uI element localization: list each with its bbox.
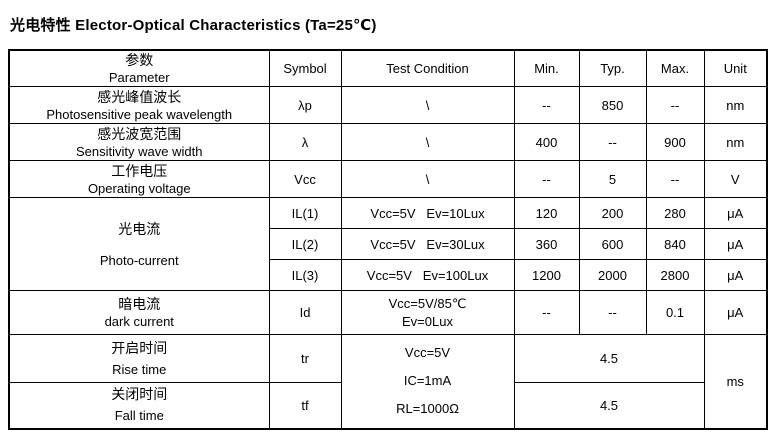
cell-operating-voltage-max: -- [645, 160, 705, 198]
param-en: Photo-current [99, 252, 179, 268]
cell-il3-typ: 2000 [578, 259, 647, 291]
condition-line: Vcc=5V [404, 345, 451, 361]
cell-il1-min: 120 [513, 197, 580, 229]
cell-fall-time-param: 关闭时间 Fall time [8, 382, 270, 429]
cell-wave-width-symbol: λ [268, 123, 342, 161]
cell-peak-wavelength-condition: \ [340, 86, 515, 124]
table-header-row: 参数 Parameter Symbol Test Condition Min. … [8, 49, 768, 87]
cell-operating-voltage-condition: \ [340, 160, 515, 198]
cell-wave-width-max: 900 [645, 123, 705, 161]
cell-dark-current-unit: μA [703, 290, 768, 335]
col-header-test-condition: Test Condition [340, 49, 515, 87]
col-header-min: Min. [513, 49, 580, 87]
cell-peak-wavelength-min: -- [513, 86, 580, 124]
param-en: Sensitivity wave width [76, 143, 203, 159]
cell-il1-max: 280 [645, 197, 705, 229]
col-header-unit: Unit [703, 49, 768, 87]
param-en: Photosensitive peak wavelength [46, 106, 233, 122]
param-zh: 暗电流 [118, 296, 161, 312]
param-zh: 感光波宽范围 [97, 125, 182, 142]
table-row: 感光波宽范围 Sensitivity wave width λ \ 400 --… [8, 123, 768, 161]
cell-peak-wavelength-typ: 850 [578, 86, 647, 124]
col-header-parameter-zh: 参数 [125, 52, 154, 68]
param-en: dark current [104, 314, 174, 329]
cell-peak-wavelength-max: -- [645, 86, 705, 124]
col-header-typ: Typ. [578, 49, 647, 87]
cell-fall-time-value: 4.5 [513, 382, 705, 429]
cell-rise-time-symbol: tr [268, 334, 342, 383]
col-header-parameter-en: Parameter [108, 70, 170, 85]
param-zh: 光电流 [118, 220, 161, 237]
cell-operating-voltage-param: 工作电压 Operating voltage [8, 160, 270, 198]
cell-rise-fall-condition: Vcc=5V IC=1mA RL=1000Ω [340, 334, 515, 429]
cell-il3-max: 2800 [645, 259, 705, 291]
table-row: 开启时间 Rise time tr Vcc=5V IC=1mA RL=1000Ω… [8, 334, 768, 429]
param-zh: 工作电压 [111, 162, 168, 179]
cell-il1-symbol: IL(1) [268, 197, 342, 229]
cell-peak-wavelength-symbol: λp [268, 86, 342, 124]
condition-line: RL=1000Ω [396, 401, 459, 417]
cell-il3-unit: μA [703, 259, 768, 291]
condition-line: Vcc=5V/85℃ [388, 295, 467, 311]
cell-wave-width-param: 感光波宽范围 Sensitivity wave width [8, 123, 270, 161]
col-header-parameter: 参数 Parameter [8, 49, 270, 87]
cell-dark-current-param: 暗电流 dark current [8, 290, 270, 335]
cell-dark-current-min: -- [513, 290, 580, 335]
cell-dark-current-max: 0.1 [645, 290, 705, 335]
cell-rise-time-param: 开启时间 Rise time [8, 334, 270, 383]
cell-fall-time-symbol: tf [268, 382, 342, 429]
cell-il1-typ: 200 [578, 197, 647, 229]
cell-il2-min: 360 [513, 228, 580, 260]
col-header-max: Max. [645, 49, 705, 87]
cell-dark-current-symbol: Id [268, 290, 342, 335]
cell-operating-voltage-symbol: Vcc [268, 160, 342, 198]
cell-il3-symbol: IL(3) [268, 259, 342, 291]
cell-il2-symbol: IL(2) [268, 228, 342, 260]
condition-line: IC=1mA [403, 373, 452, 389]
table-row: 感光峰值波长 Photosensitive peak wavelength λp… [8, 86, 768, 124]
cell-operating-voltage-unit: V [703, 160, 768, 198]
cell-il1-unit: μA [703, 197, 768, 229]
cell-wave-width-unit: nm [703, 123, 768, 161]
cell-operating-voltage-min: -- [513, 160, 580, 198]
param-zh: 关闭时间 [111, 386, 168, 403]
cell-il2-condition: Vcc=5V Ev=30Lux [340, 228, 515, 260]
cell-il1-condition: Vcc=5V Ev=10Lux [340, 197, 515, 229]
param-zh: 感光峰值波长 [97, 88, 182, 105]
cell-il2-unit: μA [703, 228, 768, 260]
param-zh: 开启时间 [111, 339, 168, 356]
electro-optical-table: 参数 Parameter Symbol Test Condition Min. … [8, 49, 768, 430]
cell-photo-current-param: 光电流 Photo-current [8, 197, 270, 291]
table-row: 关闭时间 Fall time tf 4.5 [8, 382, 767, 429]
param-en: Fall time [114, 408, 164, 424]
page-title: 光电特性 Elector-Optical Characteristics (Ta… [10, 17, 377, 34]
param-en: Rise time [112, 361, 167, 377]
table-row: 暗电流 dark current Id Vcc=5V/85℃ Ev=0Lux -… [8, 290, 768, 335]
cell-rise-fall-unit: ms [703, 334, 768, 429]
cell-peak-wavelength-unit: nm [703, 86, 768, 124]
cell-il2-typ: 600 [578, 228, 647, 260]
cell-wave-width-min: 400 [513, 123, 580, 161]
cell-il2-max: 840 [645, 228, 705, 260]
cell-operating-voltage-typ: 5 [578, 160, 647, 198]
cell-wave-width-typ: -- [578, 123, 647, 161]
col-header-symbol: Symbol [268, 49, 342, 87]
cell-dark-current-condition: Vcc=5V/85℃ Ev=0Lux [340, 290, 515, 335]
table-row: IL(3) Vcc=5V Ev=100Lux 1200 2000 2800 μA [9, 259, 768, 291]
cell-wave-width-condition: \ [340, 123, 515, 161]
cell-il3-min: 1200 [513, 259, 580, 291]
condition-line: Ev=0Lux [402, 313, 453, 329]
cell-peak-wavelength-param: 感光峰值波长 Photosensitive peak wavelength [8, 86, 270, 124]
table-row: 光电流 Photo-current IL(1) Vcc=5V Ev=10Lux … [8, 197, 768, 291]
table-row: IL(2) Vcc=5V Ev=30Lux 360 600 840 μA [9, 228, 768, 260]
cell-rise-time-value: 4.5 [513, 334, 705, 383]
table-row: 工作电压 Operating voltage Vcc \ -- 5 -- V [8, 160, 768, 198]
param-en: Operating voltage [87, 180, 191, 196]
cell-il3-condition: Vcc=5V Ev=100Lux [340, 259, 515, 291]
cell-dark-current-typ: -- [578, 290, 647, 335]
